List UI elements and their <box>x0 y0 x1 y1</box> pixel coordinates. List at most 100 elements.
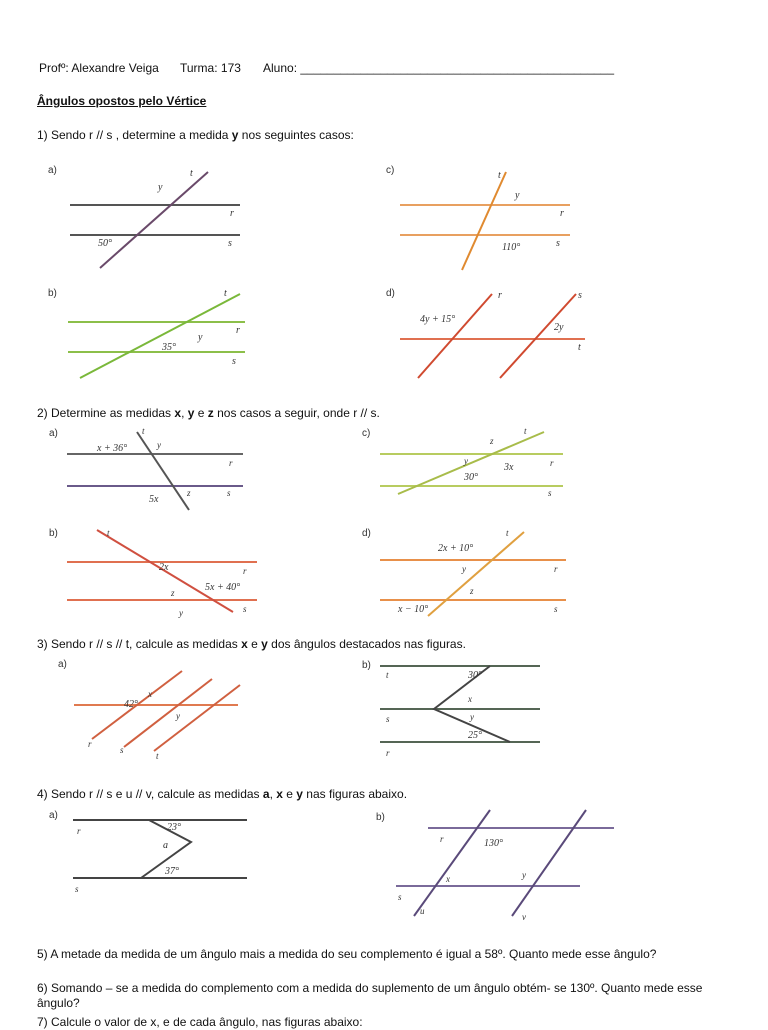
q1c-t: t <box>498 170 501 181</box>
q1-figure-b: b) t y r s 35° <box>48 288 245 379</box>
q1a-label: a) <box>48 165 57 176</box>
q2d-y: y <box>461 564 466 574</box>
q2c-y: y <box>463 456 468 466</box>
q2b-label: b) <box>49 528 58 539</box>
q1c-y: y <box>514 190 520 201</box>
q2b-z: z <box>170 588 175 598</box>
q2b-e2: 5x + 40° <box>205 582 240 593</box>
q4-x: x <box>276 787 283 801</box>
q1a-t: t <box>190 168 193 179</box>
q2a-label: a) <box>49 428 58 439</box>
q1d-line-r <box>417 293 493 379</box>
q3b-x: x <box>467 694 472 704</box>
q1c-transversal-t <box>461 171 507 271</box>
question-6: 6) Somando – se a medida do complemento … <box>37 981 703 1010</box>
q3a-y: y <box>175 711 180 721</box>
q1c-label: c) <box>386 165 394 176</box>
q1-figure-a: a) t y r s 50° <box>48 165 240 269</box>
q2a-r: r <box>229 458 233 468</box>
q1b-transversal-t <box>79 293 241 379</box>
teacher-name: Profº: Alexandre Veiga <box>39 61 159 75</box>
question-3: 3) Sendo r // s // t, calcule as medidas… <box>37 637 466 652</box>
q1b-label: b) <box>48 288 57 299</box>
q2-y: y <box>187 406 195 420</box>
q2a-z: z <box>186 488 191 498</box>
q2c-transversal-t <box>397 431 545 495</box>
q4a-label: a) <box>49 810 58 821</box>
q3a-x: x <box>147 689 152 699</box>
q3a-s: s <box>120 745 124 755</box>
q1d-r: r <box>498 290 502 301</box>
q3a-line-s <box>123 678 213 748</box>
q2b-transversal-t <box>96 529 234 613</box>
q4-pre: 4) Sendo r // s e u // v, calcule as med… <box>37 787 263 801</box>
class-number: Turma: 173 <box>180 61 241 75</box>
q2-x: x <box>174 406 182 420</box>
q1b-t: t <box>224 288 227 299</box>
q4-y: y <box>296 787 303 801</box>
q2-z: z <box>207 406 214 420</box>
q3-x: x <box>241 637 248 651</box>
page-title: Ângulos opostos pelo Vértice <box>37 94 207 108</box>
q3b-y: y <box>469 712 474 722</box>
q1c-r: r <box>560 208 564 219</box>
q1-pre: 1) Sendo r // s , determine a medida <box>37 128 232 142</box>
q1c-s: s <box>556 238 560 249</box>
q2-post: nos casos a seguir, onde r // s. <box>213 406 380 420</box>
q3a-line-t <box>153 684 241 752</box>
q2d-s: s <box>554 604 558 614</box>
q2b-t: t <box>107 528 110 538</box>
q2c-t: t <box>524 426 527 436</box>
q4a-av: a <box>163 840 168 851</box>
q1b-angle: 35° <box>161 342 176 353</box>
q2d-t: t <box>506 528 509 538</box>
q2c-label: c) <box>362 428 370 439</box>
q1a-s: s <box>228 238 232 249</box>
q1-post: nos seguintes casos: <box>238 128 354 142</box>
q3a-label: a) <box>58 659 67 670</box>
q1d-t: t <box>578 342 581 353</box>
q3-mid: e <box>247 637 262 651</box>
q4-a: a <box>262 787 270 801</box>
q1-figure-d: d) r s t 4y + 15° 2y <box>386 288 585 379</box>
q3b-t: t <box>386 670 389 680</box>
q4-post: nas figuras abaixo. <box>302 787 408 801</box>
q2-pre: 2) Determine as medidas <box>37 406 175 420</box>
q4b-line-v <box>511 809 587 917</box>
q2a-t: t <box>142 426 145 436</box>
q2-figure-a: a) t x + 36° y z 5x r s <box>49 426 243 511</box>
q2b-r: r <box>243 566 247 576</box>
q2a-y: y <box>156 440 161 450</box>
q2-c1: , <box>181 406 188 420</box>
question-5: 5) A metade da medida de um ângulo mais … <box>37 947 657 961</box>
q2d-e1: 2x + 10° <box>438 543 473 554</box>
q2a-e2: 5x <box>149 494 159 505</box>
q2c-r: r <box>550 458 554 468</box>
q4b-angle: 130° <box>484 838 503 849</box>
q3a-angle: 42° <box>124 699 138 710</box>
q3-figure-b: b) 30° x y 25° t s r <box>362 660 540 758</box>
question-1: 1) Sendo r // s , determine a medida y n… <box>37 128 354 143</box>
q3a-t: t <box>156 751 159 761</box>
q1-figure-c: c) t y r s 110° <box>386 165 570 271</box>
q4b-s: s <box>398 892 402 902</box>
q4b-x: x <box>445 874 450 884</box>
q2-figure-c: c) t z y 3x 30° r s <box>362 426 563 498</box>
q1d-expr2: 2y <box>554 322 564 333</box>
q4b-line-u <box>413 809 491 917</box>
q4b-label: b) <box>376 812 385 823</box>
q4b-y: y <box>521 870 526 880</box>
q3-figure-a: a) 42° x y r s t <box>58 659 241 761</box>
q4a-a1: 23° <box>167 822 181 833</box>
student-field: Aluno: _________________________________… <box>263 61 615 75</box>
q3b-label: b) <box>362 660 371 671</box>
q1d-s: s <box>578 290 582 301</box>
q3b-a2: 25° <box>468 730 482 741</box>
q1-var: y <box>231 128 239 142</box>
q4-c2: e <box>282 787 297 801</box>
q1b-s: s <box>232 356 236 367</box>
q1c-angle: 110° <box>502 242 520 253</box>
q4b-r: r <box>440 834 444 844</box>
q2-figure-b: b) t 2x 5x + 40° z y r s <box>49 528 257 618</box>
q4-figure-a: a) 23° a 37° r s <box>49 810 247 894</box>
